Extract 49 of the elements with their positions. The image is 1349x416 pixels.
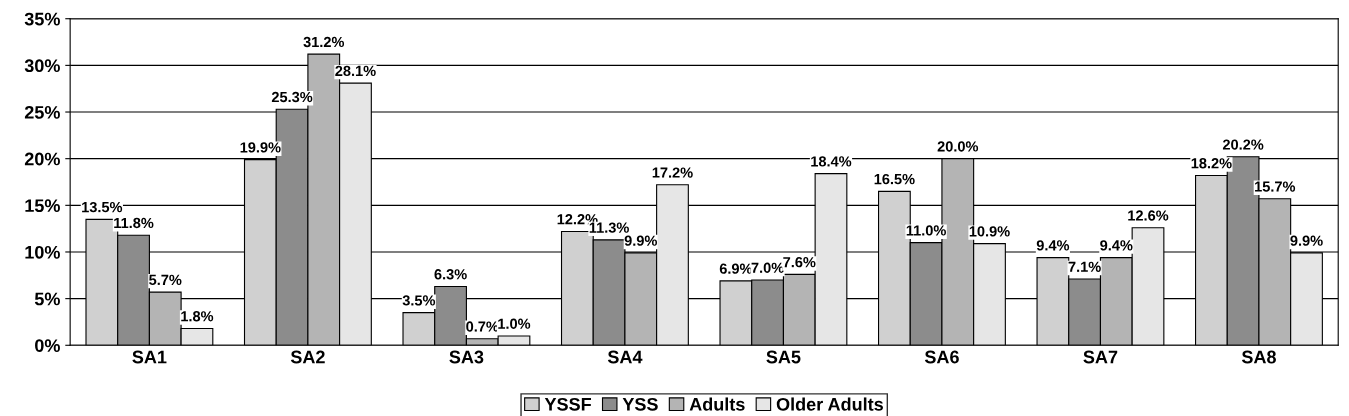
data-label: 28.1% [335,65,376,77]
x-tick-label: SA5 [766,350,801,364]
data-label: 25.3% [271,91,313,103]
y-tick-label: 0% [35,339,60,352]
data-label: 7.0% [751,262,784,273]
x-tick-label: SA6 [924,350,959,364]
data-label: 20.0% [937,141,979,152]
y-tick-label: 20% [24,152,60,166]
data-label: 7.1% [1068,261,1101,272]
legend-label: Adults [689,397,745,411]
y-tick-label: 10% [25,245,60,259]
x-tick-label: SA1 [132,350,167,364]
x-tick-label: SA3 [449,350,484,364]
data-label: 7.6% [783,256,816,268]
data-label: 5.7% [149,274,182,286]
data-label: 11.8% [114,217,154,229]
data-label: 10.9% [969,226,1010,237]
data-label: 9.9% [1290,235,1323,246]
x-tick-label: SA2 [290,350,325,364]
y-tick-label: 25% [24,105,60,119]
data-label: 16.5% [874,173,915,185]
data-label: 12.6% [1128,210,1169,221]
data-label: 19.9% [240,142,281,153]
data-label: 1.0% [498,318,531,329]
x-tick-label: SA8 [1241,350,1276,364]
legend-label: Older Adults [776,397,883,411]
y-tick-label: 30% [24,59,60,73]
y-tick-label: 35% [24,12,60,26]
y-tick-label: 5% [34,292,60,306]
data-label: 31.2% [303,36,345,48]
data-label: 3.5% [402,295,436,306]
legend-label: YSSF [544,397,592,411]
x-tick-label: SA4 [607,350,643,364]
legend-label: YSS [622,397,658,411]
x-tick-label: SA7 [1083,350,1118,364]
data-label: 17.2% [652,167,693,178]
data-label: 6.3% [434,269,467,280]
data-label: 0.7% [466,321,499,332]
data-label: 18.2% [1191,158,1232,169]
data-label: 9.9% [624,235,658,246]
data-label: 11.0% [906,225,946,236]
data-label: 9.4% [1100,240,1133,251]
data-label: 20.2% [1222,139,1264,150]
data-label: 18.4% [811,156,852,167]
data-label: 15.7% [1255,181,1296,192]
data-label: 1.8% [181,311,214,322]
data-label: 9.4% [1036,240,1070,251]
data-label: 13.5% [82,201,123,213]
y-tick-label: 15% [25,199,60,213]
